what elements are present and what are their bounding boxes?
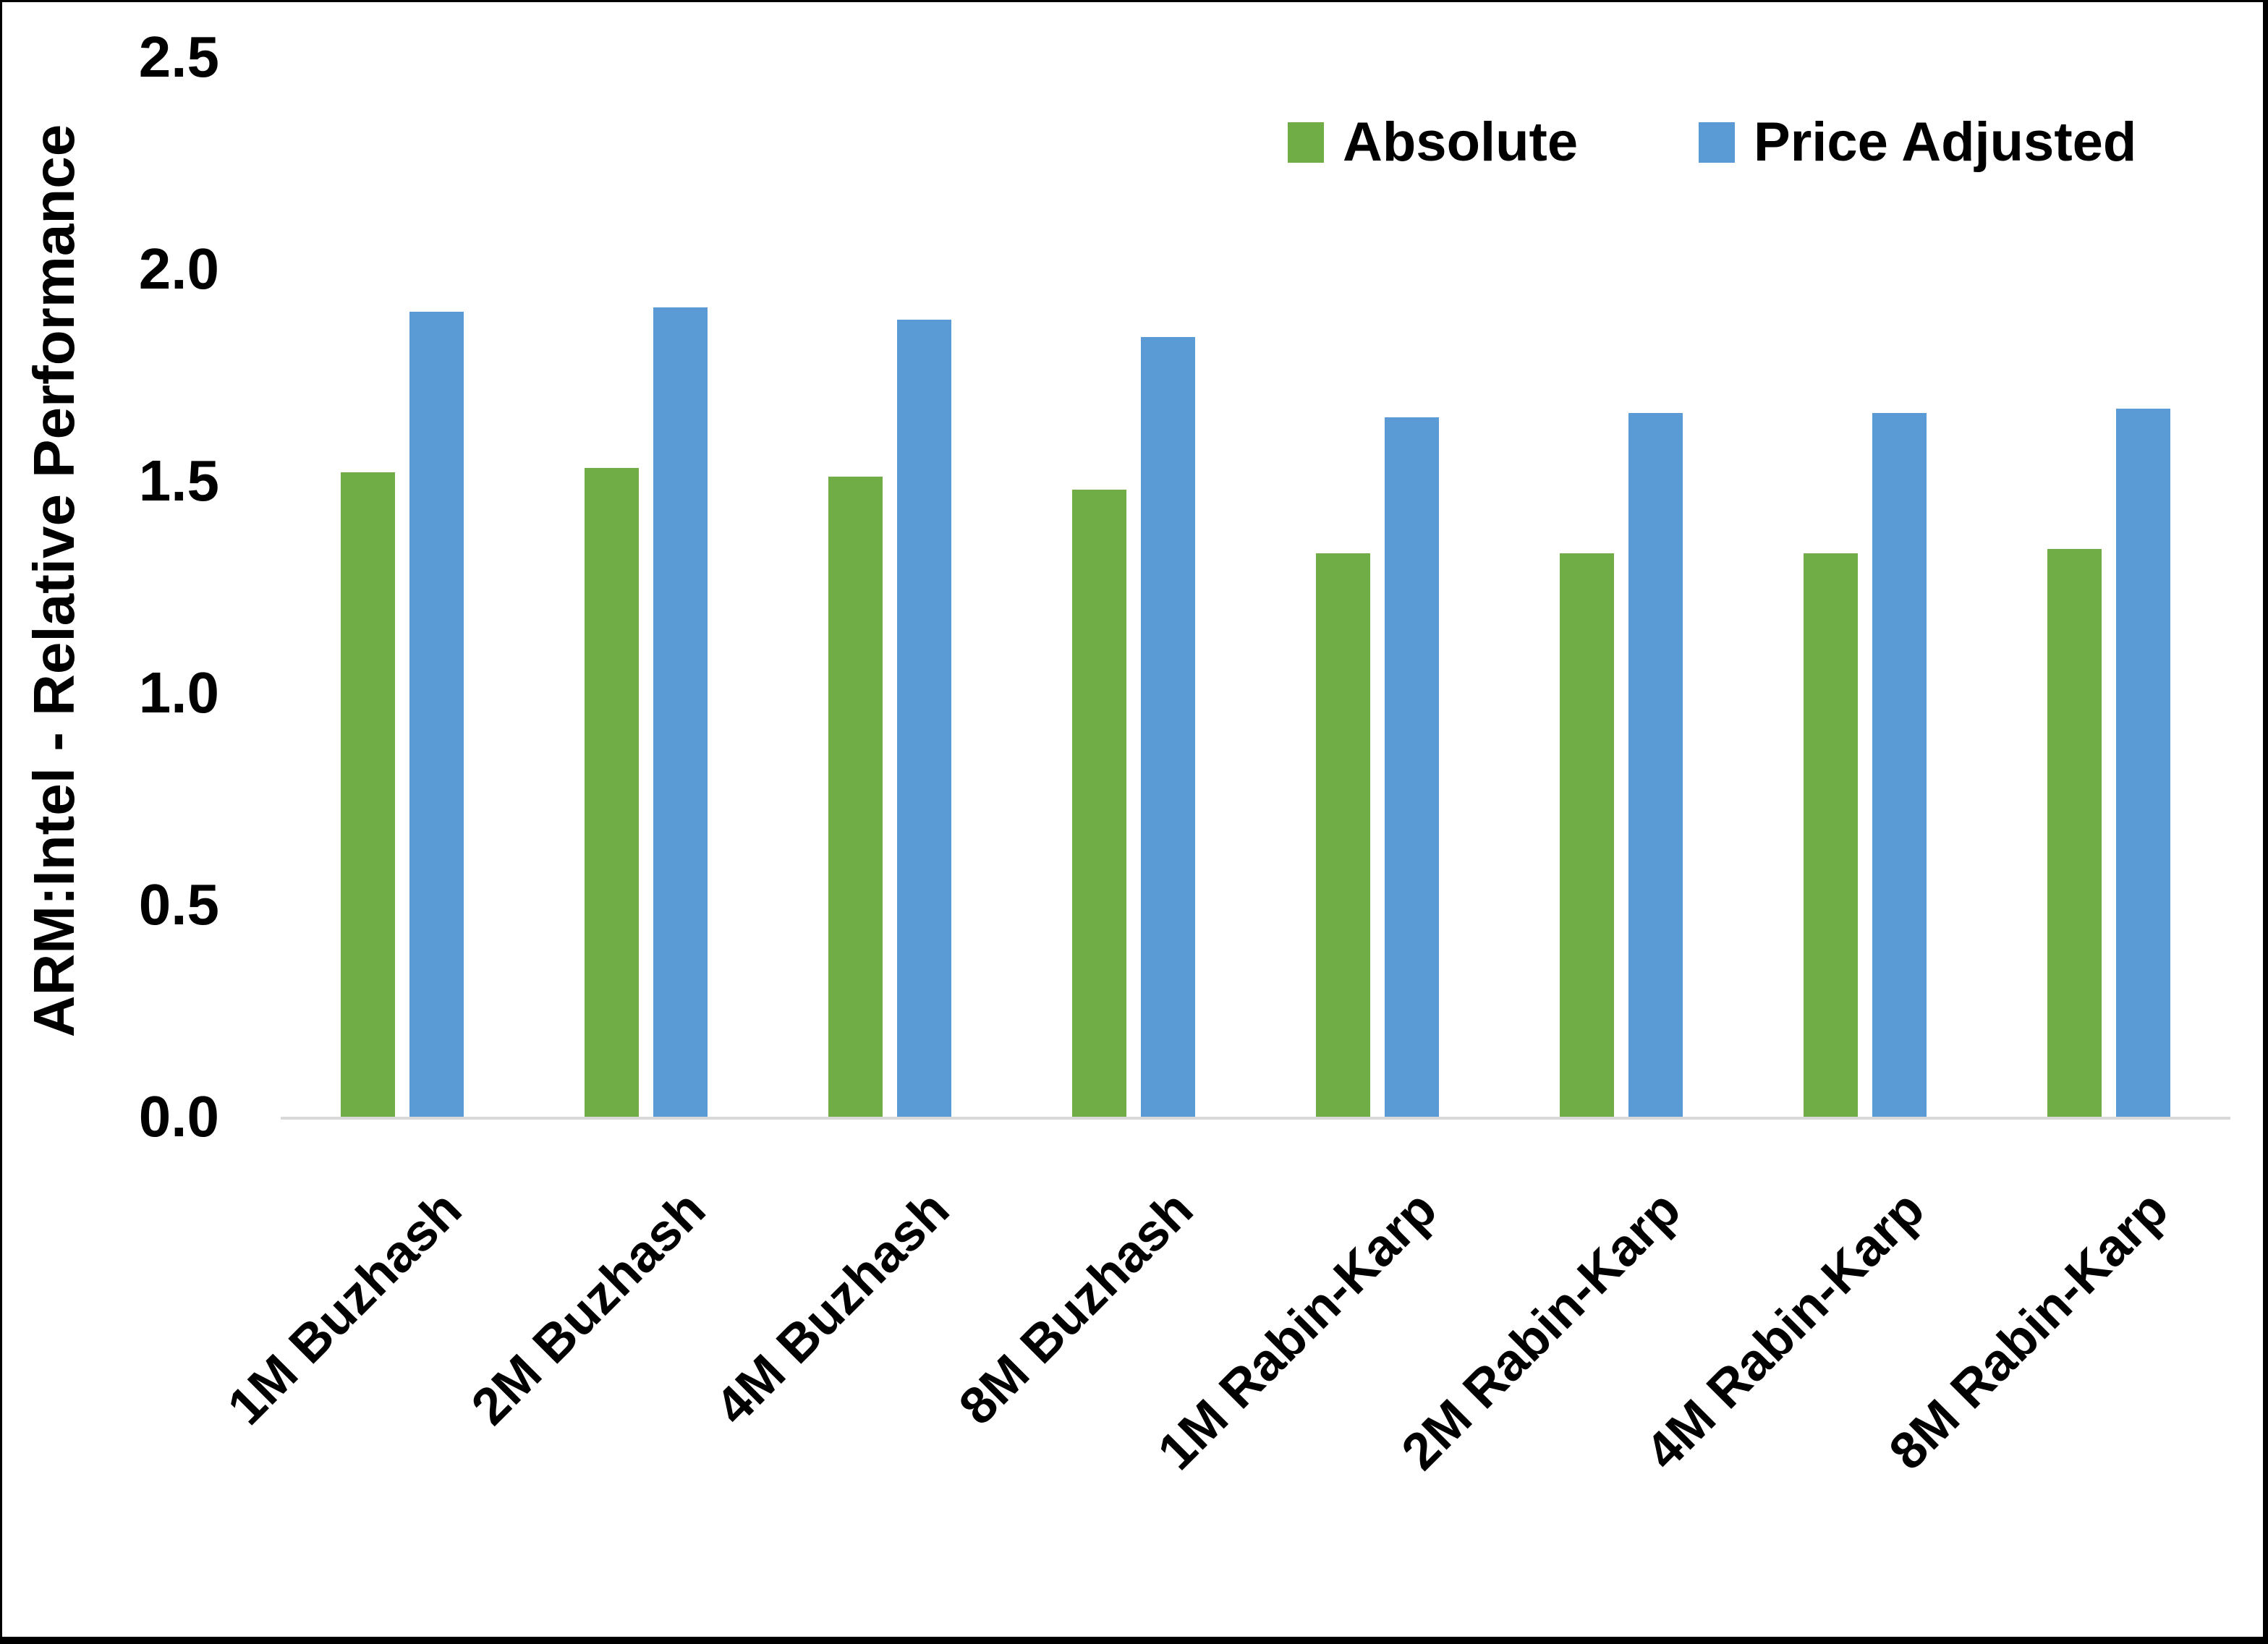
bar-absolute-4m-rabin-karp (1804, 553, 1858, 1117)
x-axis-label-8m-rabin-karp: 8M Rabin-Karp (1878, 1180, 2180, 1481)
y-axis-tick-labels: 0.0 0.5 1.0 1.5 2.0 2.5 (103, 2, 219, 1637)
bar-absolute-2m-buzhash (585, 468, 639, 1117)
bar-absolute-8m-rabin-karp (2047, 549, 2102, 1117)
bar-price-adjusted-4m-buzhash (897, 320, 951, 1117)
x-axis-label-1m-rabin-karp: 1M Rabin-Karp (1147, 1180, 1448, 1481)
x-axis-label-2m-rabin-karp: 2M Rabin-Karp (1390, 1180, 1692, 1481)
y-tick-label-0-0: 0.0 (138, 1084, 219, 1149)
bar-price-adjusted-2m-rabin-karp (1628, 413, 1683, 1117)
bar-absolute-4m-buzhash (828, 477, 883, 1117)
y-axis-title: ARM:Intel - Relative Performance (22, 124, 86, 1038)
x-axis-label-8m-buzhash: 8M Buzhash (948, 1180, 1205, 1436)
y-tick-label-2-5: 2.5 (138, 25, 219, 89)
bar-price-adjusted-8m-rabin-karp (2116, 409, 2170, 1117)
bar-absolute-2m-rabin-karp (1560, 553, 1614, 1117)
bar-price-adjusted-1m-buzhash (409, 312, 464, 1117)
y-tick-label-0-5: 0.5 (138, 872, 219, 937)
bar-absolute-1m-rabin-karp (1316, 553, 1370, 1117)
bar-price-adjusted-1m-rabin-karp (1385, 417, 1439, 1117)
x-axis-label-4m-buzhash: 4M Buzhash (704, 1180, 961, 1436)
y-tick-label-2-0: 2.0 (138, 237, 219, 301)
plot-area (281, 57, 2230, 1117)
bar-price-adjusted-8m-buzhash (1141, 337, 1195, 1117)
bar-price-adjusted-4m-rabin-karp (1872, 413, 1927, 1117)
x-axis-label-2m-buzhash: 2M Buzhash (460, 1180, 717, 1436)
bar-price-adjusted-2m-buzhash (653, 307, 708, 1117)
x-axis-label-1m-buzhash: 1M Buzhash (216, 1180, 473, 1436)
x-axis-label-4m-rabin-karp: 4M Rabin-Karp (1634, 1180, 1936, 1481)
x-axis-baseline (281, 1117, 2230, 1120)
bar-absolute-1m-buzhash (341, 472, 395, 1117)
y-tick-label-1-0: 1.0 (138, 660, 219, 725)
bar-absolute-8m-buzhash (1072, 490, 1126, 1117)
y-tick-label-1-5: 1.5 (138, 448, 219, 513)
